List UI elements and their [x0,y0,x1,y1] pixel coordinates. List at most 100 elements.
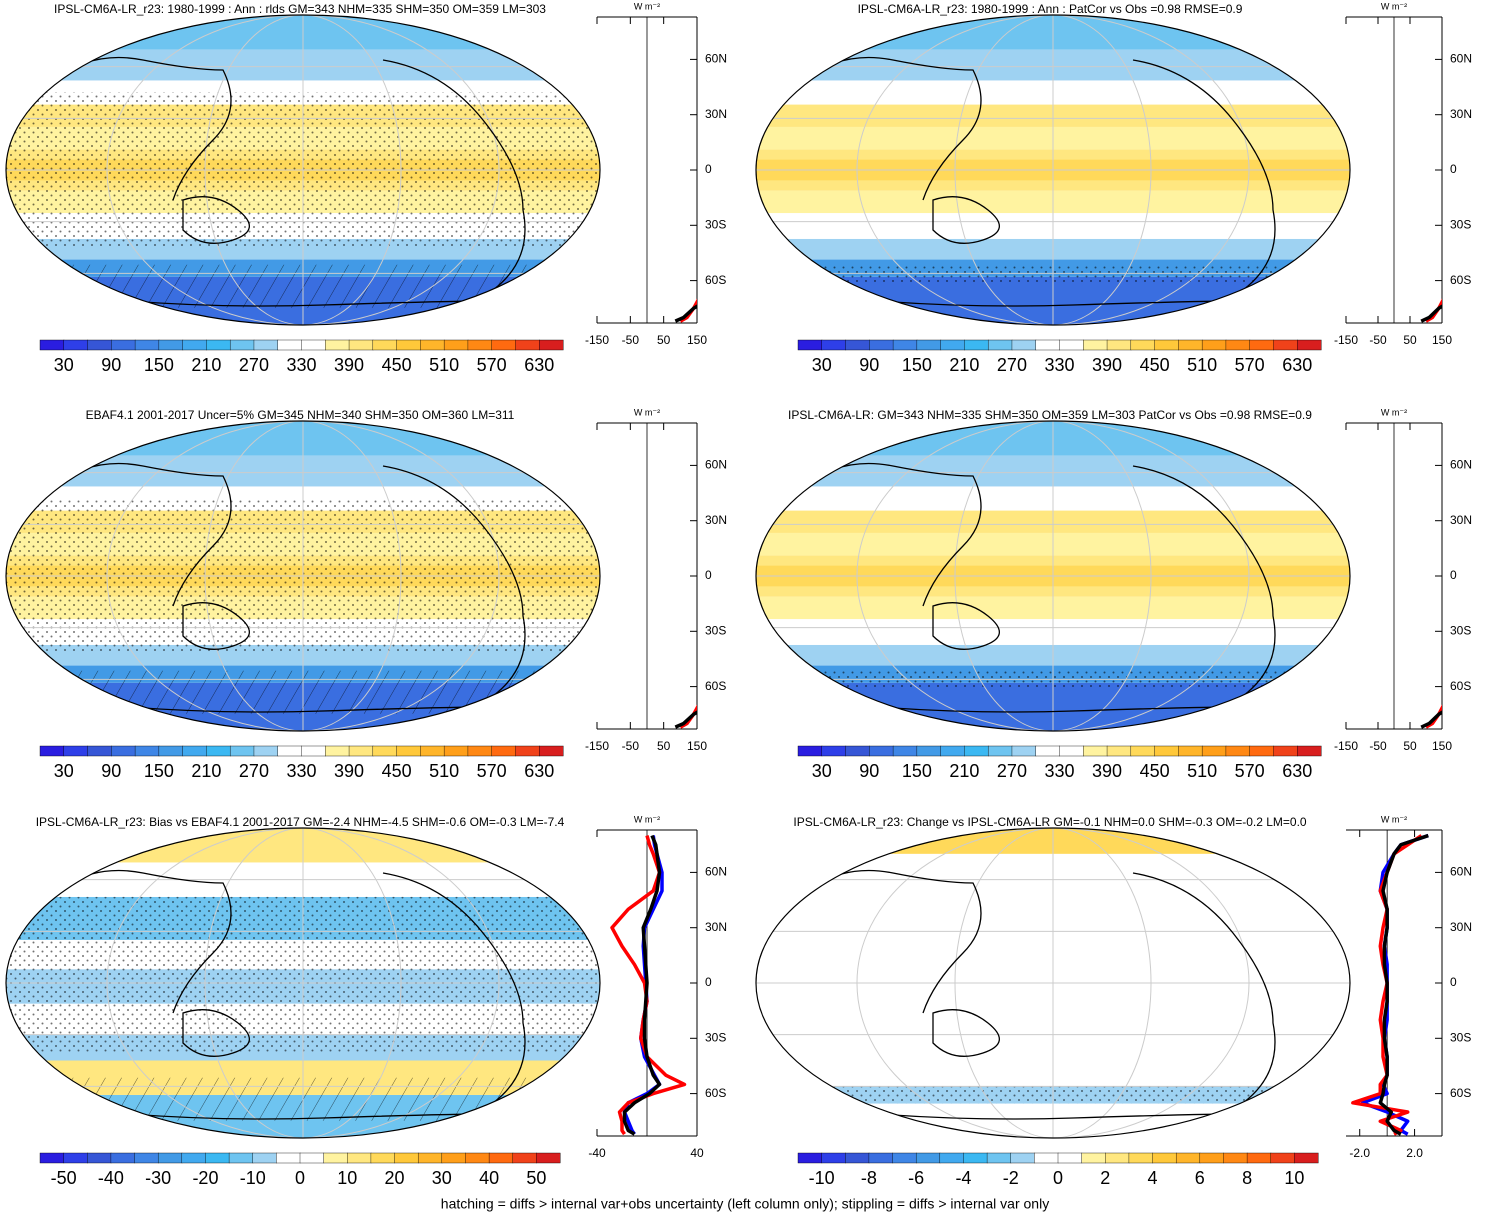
y-tick-label: 60N [1450,52,1472,66]
colorbar-label: 6 [1195,1168,1205,1188]
colorbar-label: 510 [429,761,459,781]
colorbar-swatch [868,1152,894,1164]
colorbar-swatch [372,339,398,351]
colorbar-label: 90 [101,761,121,781]
x-tick-label: 50 [657,739,671,753]
colorbar-swatch [1154,339,1179,351]
colorbar-swatch [1130,745,1156,757]
colorbar-swatch [515,339,540,351]
x-tick-label: -40 [588,1146,606,1160]
y-tick-label: 30N [1450,513,1472,527]
map-meridian [204,421,402,731]
colorbar-swatch [277,745,302,757]
colorbar-swatch [869,339,894,351]
colorbar-swatch [1152,1152,1177,1164]
colorbar-label: -2 [1003,1168,1019,1188]
colorbar-swatch [396,339,421,351]
colorbar-swatch [987,745,1013,757]
profile-lines [610,834,687,1136]
map-border [755,827,1351,1139]
colorbar-swatch [536,1152,561,1164]
colorbar-swatch [348,339,374,351]
colorbar-swatch [229,745,255,757]
y-tick-label: 30S [1450,1030,1471,1044]
colorbar-label: 510 [1187,761,1217,781]
x-tick-label: -150 [585,739,609,753]
colorbar-swatch [87,1152,112,1164]
map-coast [22,462,574,713]
colorbar-swatch [939,1152,964,1164]
colorbar-swatch [443,339,469,351]
map-meridian [204,15,402,325]
map-meridian [954,828,1152,1138]
colorbar-swatch [323,1152,348,1164]
colorbar-swatch [467,339,493,351]
map-meridian [106,15,500,325]
colorbar-swatch [987,339,1013,351]
colorbar-label: 330 [1044,761,1074,781]
colorbar-swatch [277,339,302,351]
y-tick-label: 60N [705,458,727,472]
panel-title: IPSL-CM6A-LR_r23: 1980-1999 : Ann : rlds… [54,2,546,16]
x-tick-label: 40 [690,1146,704,1160]
colorbar-label: 30 [812,761,832,781]
colorbar-swatch [1106,339,1132,351]
map-meridian [954,421,1152,731]
colorbar-swatch [134,1152,159,1164]
y-tick-label: 30S [1450,623,1471,637]
colorbar-swatch [301,339,326,351]
y-tick-label: 30S [705,217,726,231]
colorbar-label: 630 [524,761,554,781]
colorbar-label: 270 [997,761,1027,781]
colorbar-swatch [39,1152,65,1164]
colorbar-swatch [1059,339,1084,351]
colorbar-swatch [396,745,421,757]
profile-unit: W m⁻² [1381,1,1407,11]
colorbar-swatch [1011,339,1037,351]
map [756,421,1350,731]
colorbar-label: -30 [145,1168,171,1188]
colorbar-swatch [325,339,350,351]
colorbar-swatch [182,339,207,351]
colorbar-swatch [253,745,279,757]
colorbar-label: 10 [1284,1168,1304,1188]
colorbar-swatch [515,745,540,757]
map-meridian [856,828,1250,1138]
map-meridian [856,421,1250,731]
colorbar-swatch [491,339,516,351]
colorbar-swatch [892,1152,917,1164]
x-tick-label: 50 [657,333,671,347]
map-coast [772,56,1324,307]
colorbar-swatch [539,339,564,351]
colorbar-swatch [1297,339,1322,351]
colorbar-label: 450 [382,761,412,781]
colorbar-label: 570 [477,355,507,375]
colorbar-swatch [1057,1152,1083,1164]
colorbar-swatch [1201,745,1227,757]
colorbar-swatch [111,339,136,351]
y-tick-label: 60S [1450,679,1471,693]
colorbar-label: 630 [1282,761,1312,781]
map-border [5,827,601,1139]
map-coast [22,869,574,1120]
profile-lines [1351,833,1429,1136]
colorbar-swatch [228,1152,254,1164]
colorbar-swatch [465,1152,490,1164]
colorbar-swatch [915,1152,941,1164]
colorbar-label: 40 [479,1168,499,1188]
panel-title: IPSL-CM6A-LR_r23: 1980-1999 : Ann : PatC… [858,2,1243,16]
colorbar-swatch [916,745,942,757]
colorbar-swatch [512,1152,537,1164]
colorbar-swatch [205,1152,230,1164]
colorbar-label: 2 [1100,1168,1110,1188]
profile-unit: W m⁻² [1381,814,1407,824]
x-tick-label: 50 [1403,739,1417,753]
colorbar-swatch [1249,339,1274,351]
colorbar-label: 210 [949,355,979,375]
colorbar-swatch [87,745,112,757]
colorbar-label: 50 [526,1168,546,1188]
colorbar-label: -50 [51,1168,77,1188]
colorbar-swatch [845,339,870,351]
colorbar-label: 270 [239,761,269,781]
colorbar-swatch [63,339,89,351]
